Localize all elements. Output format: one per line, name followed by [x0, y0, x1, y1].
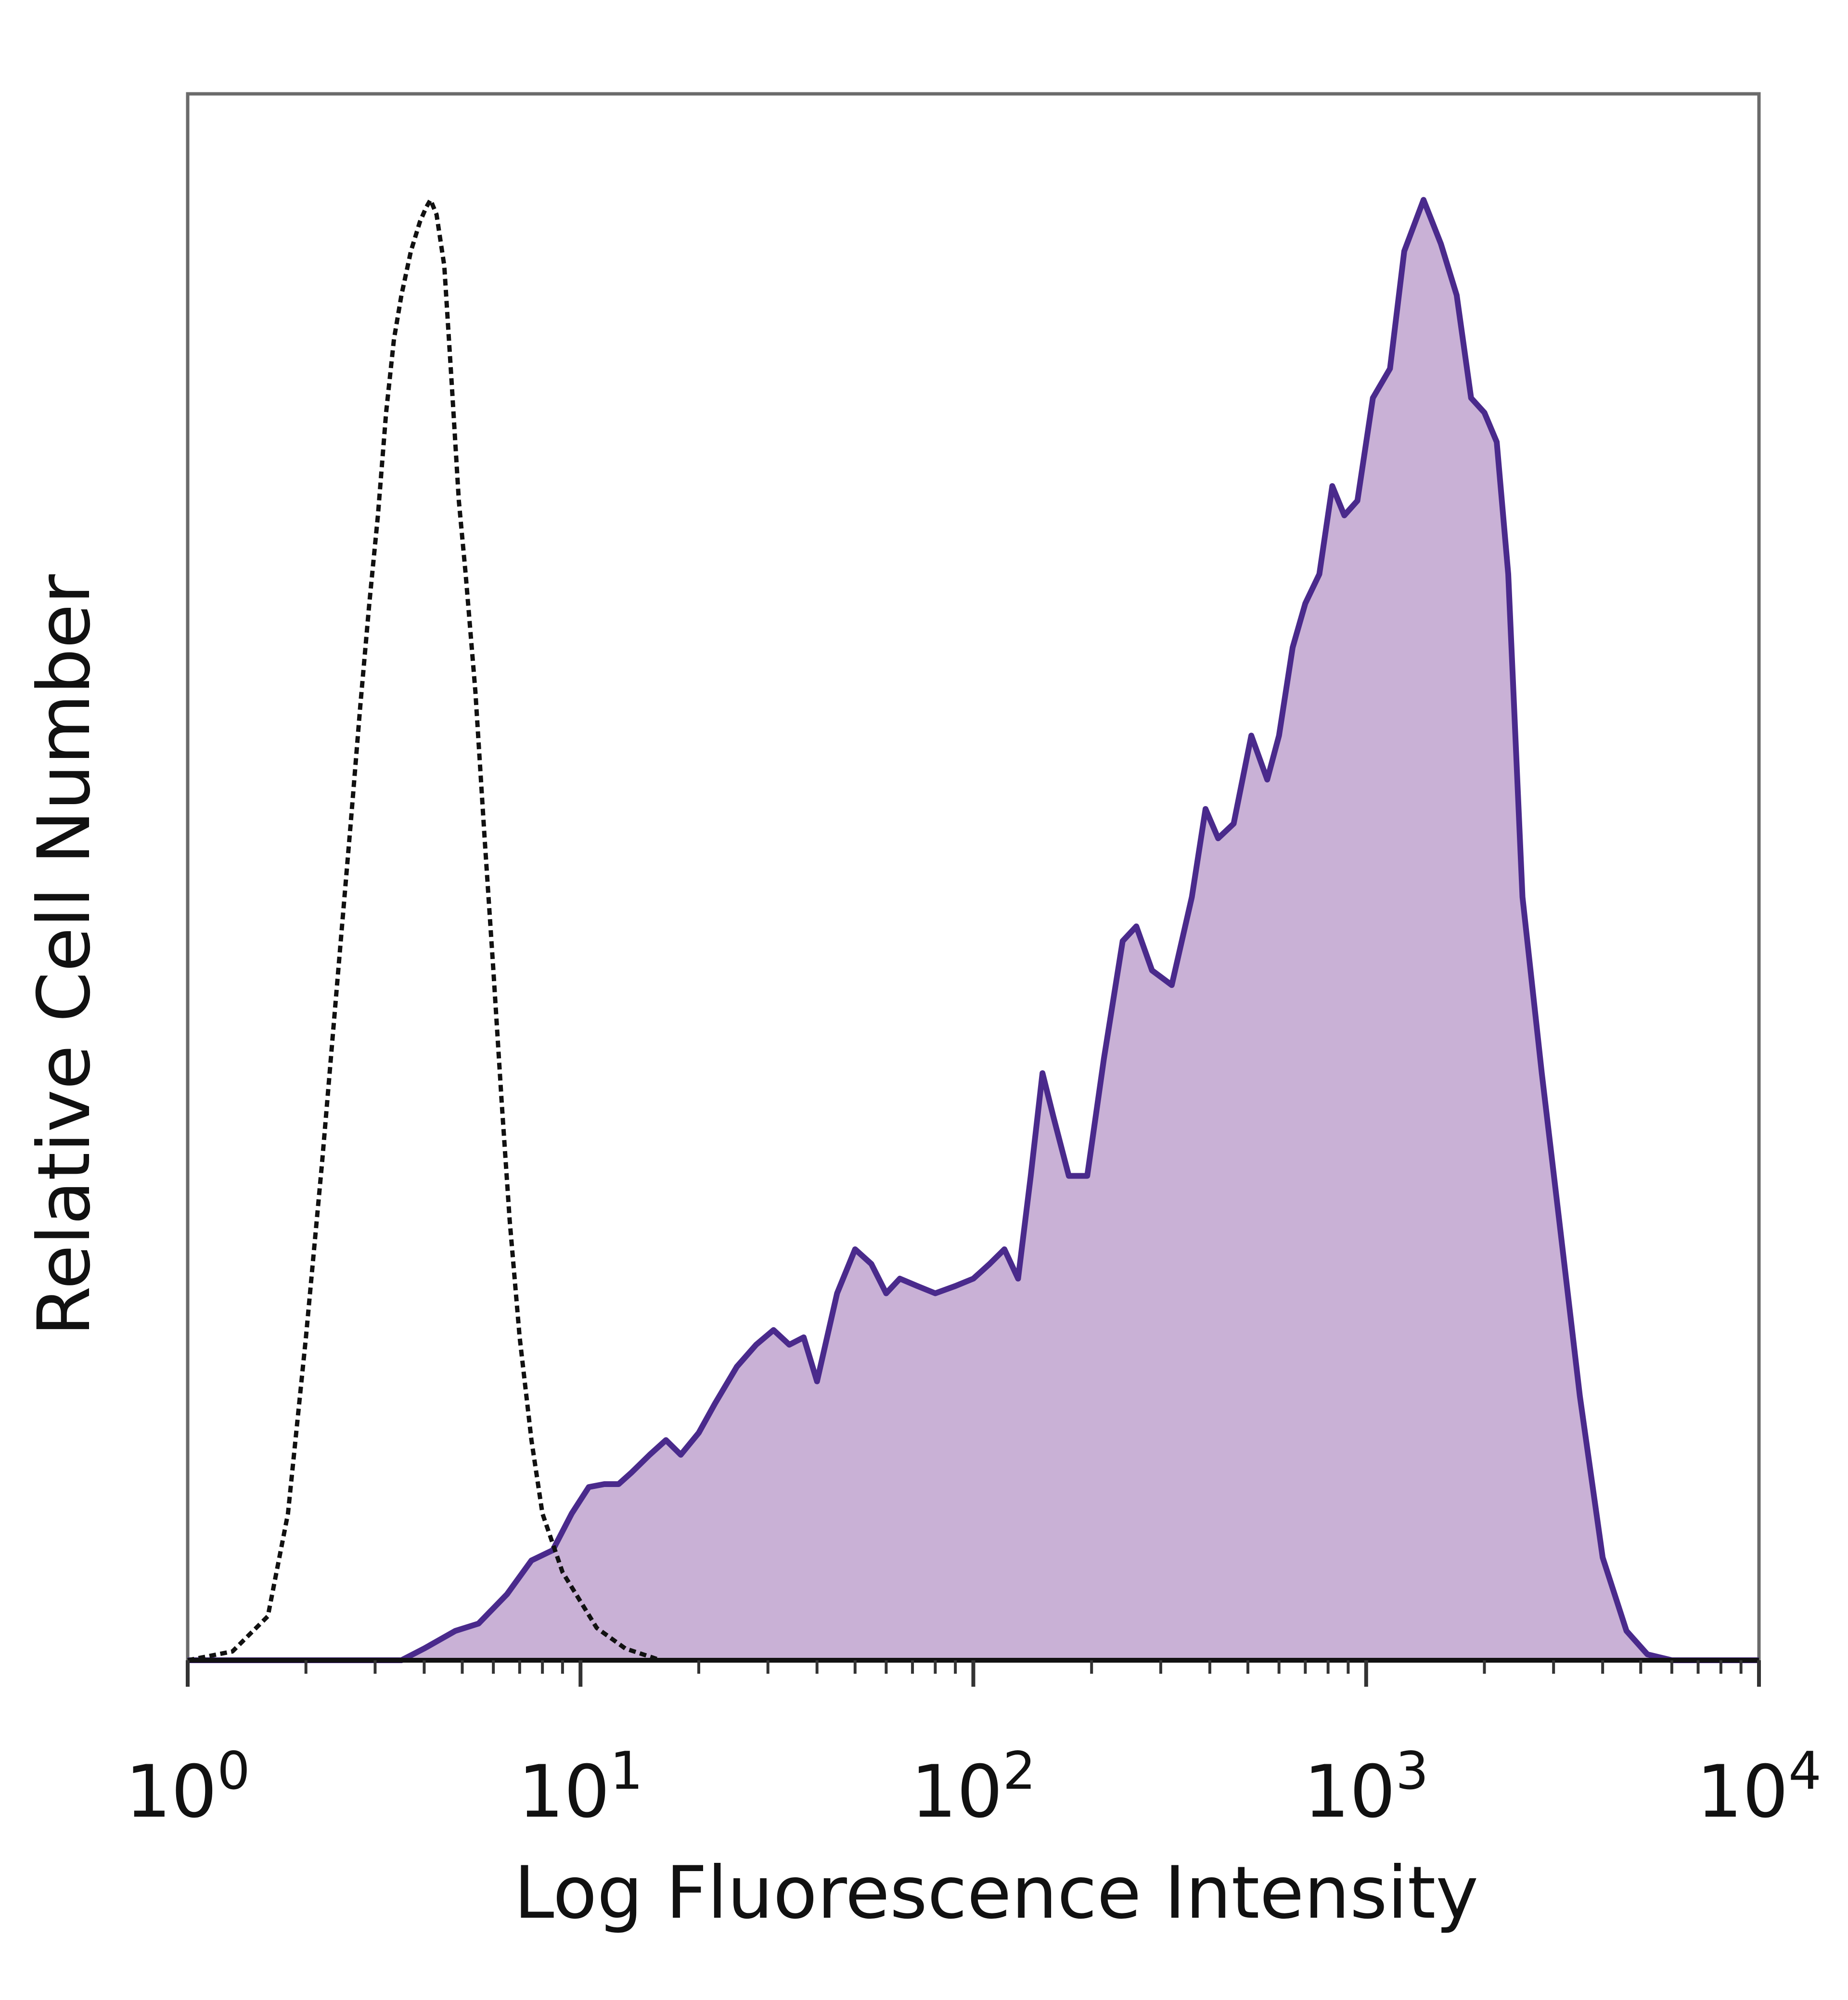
- y-axis-title: Relative Cell Number: [23, 574, 106, 1336]
- x-tick-label: 102: [911, 1741, 1036, 1834]
- x-tick-label: 101: [518, 1741, 643, 1834]
- x-axis-title: Log Fluorescence Intensity: [514, 1851, 1478, 1935]
- series-1-area: [188, 200, 1759, 1660]
- series-layer: [187, 197, 1759, 1663]
- x-tick-label: 100: [125, 1741, 250, 1834]
- x-tick-label: 103: [1304, 1741, 1429, 1834]
- series-0-line: [187, 197, 662, 1663]
- x-tick-label: 104: [1696, 1741, 1822, 1834]
- series-1-line: [188, 197, 1759, 1663]
- x-axis-ticks: 100 101 102 103 104: [125, 1660, 1822, 1834]
